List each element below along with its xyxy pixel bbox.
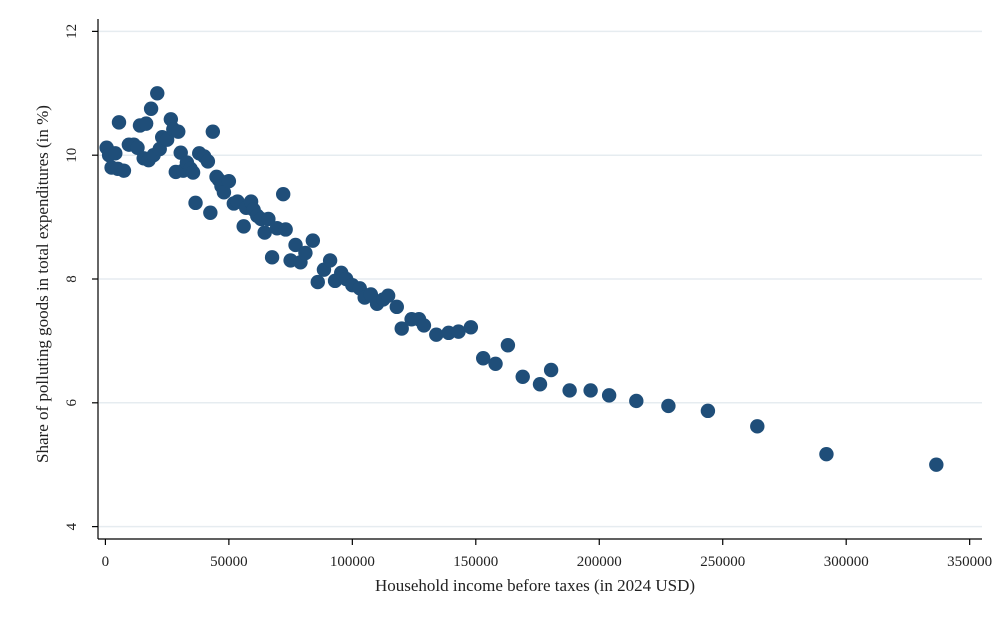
- data-point: [562, 383, 577, 398]
- x-tick-label: 50000: [210, 554, 248, 570]
- x-tick-label: 0: [102, 554, 110, 570]
- data-point: [275, 186, 291, 202]
- data-point: [203, 205, 218, 220]
- data-point: [216, 185, 232, 200]
- y-tick-label: 6: [64, 399, 80, 407]
- data-point: [278, 222, 293, 237]
- data-point: [305, 233, 321, 248]
- data-point: [543, 362, 559, 378]
- data-point: [929, 457, 944, 472]
- data-point: [601, 388, 617, 403]
- y-tick-label: 12: [64, 24, 80, 39]
- data-point: [298, 245, 313, 261]
- data-point: [138, 116, 154, 131]
- data-points: [99, 86, 944, 472]
- x-tick-label: 200000: [577, 554, 622, 570]
- data-point: [159, 132, 175, 147]
- y-axis-title: Share of polluting goods in total expend…: [33, 105, 52, 463]
- x-tick-label: 100000: [330, 554, 375, 570]
- data-point: [111, 115, 127, 130]
- data-point: [661, 398, 676, 414]
- data-point: [185, 165, 201, 180]
- x-tick-label: 250000: [700, 554, 745, 570]
- data-point: [488, 356, 503, 372]
- data-point: [583, 383, 598, 398]
- data-point: [288, 237, 303, 253]
- data-point: [322, 253, 338, 268]
- data-point: [532, 377, 548, 392]
- data-point: [750, 419, 765, 434]
- x-tick-label: 350000: [947, 554, 992, 570]
- x-tick-label: 300000: [824, 554, 869, 570]
- y-tick-label: 10: [64, 148, 80, 163]
- data-point: [700, 403, 716, 419]
- data-point: [221, 173, 237, 189]
- data-point: [515, 369, 530, 385]
- data-point: [264, 250, 280, 265]
- y-tick-label: 4: [64, 522, 80, 530]
- data-point: [310, 274, 325, 290]
- x-tick-label: 150000: [453, 554, 498, 570]
- data-point: [380, 288, 396, 303]
- data-point: [143, 101, 159, 116]
- data-point: [389, 299, 404, 315]
- data-point: [261, 211, 276, 227]
- data-point: [394, 321, 409, 336]
- data-point: [500, 338, 516, 353]
- data-point: [451, 324, 466, 339]
- data-point: [171, 124, 186, 139]
- data-point: [200, 154, 216, 169]
- data-point: [629, 393, 644, 409]
- data-point: [476, 351, 491, 366]
- gridlines: [99, 30, 982, 528]
- ticks: 4 6 8 10 12 0 50000 100000 150000 200000 250000 300…: [64, 24, 992, 570]
- data-point: [205, 124, 221, 139]
- data-point: [819, 446, 834, 462]
- data-point: [116, 163, 132, 178]
- y-tick-label: 8: [64, 275, 80, 283]
- data-point: [429, 327, 444, 342]
- x-axis-title: Household income before taxes (in 2024 U…: [375, 576, 695, 595]
- data-point: [416, 318, 432, 333]
- data-point: [236, 219, 251, 234]
- data-point: [150, 86, 165, 101]
- data-point: [188, 195, 203, 211]
- data-point: [463, 320, 479, 335]
- data-point: [108, 146, 123, 161]
- data-point: [130, 140, 145, 155]
- data-point: [257, 225, 272, 240]
